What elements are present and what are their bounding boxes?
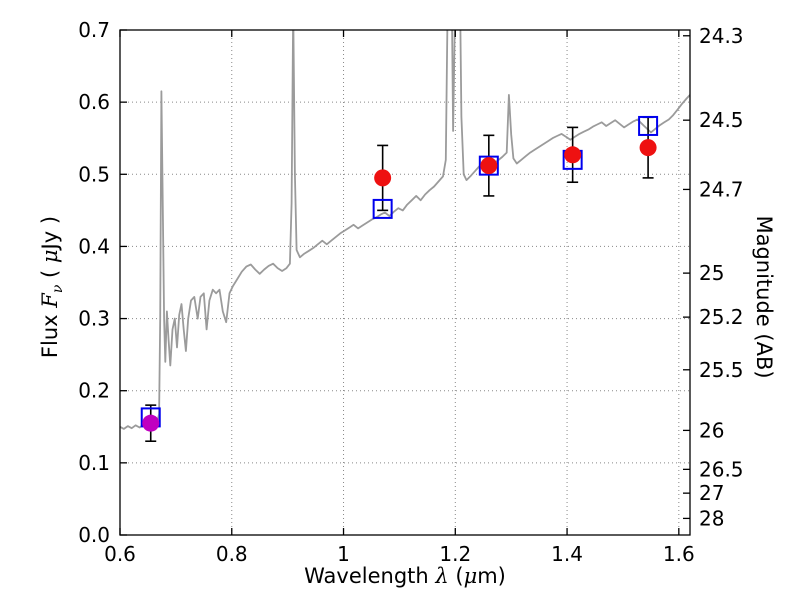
- flux-tick-label: 0.5: [78, 162, 110, 186]
- flux-tick-label: 0.4: [78, 234, 110, 258]
- y-axis-title-left: Flux Fν ( μJy ): [38, 216, 66, 358]
- flux-tick-label: 0.3: [78, 307, 110, 331]
- x-tick-label: 1.2: [439, 542, 471, 566]
- observed-photometry-marker: [564, 146, 582, 164]
- observed-photometry-marker: [374, 169, 392, 187]
- magnitude-tick-label: 24.3: [699, 24, 744, 48]
- magnitude-tick-label: 26.5: [699, 457, 744, 481]
- flux-unit-open: (: [37, 263, 62, 285]
- flux-symbol: F: [37, 293, 62, 308]
- magnitude-tick-label: 25: [699, 261, 724, 285]
- flux-tick-label: 0.0: [78, 523, 110, 547]
- x-tick-label: 0.8: [216, 542, 248, 566]
- nu-subscript: ν: [50, 284, 67, 294]
- magnitude-tick-label: 25.2: [699, 305, 744, 329]
- model-square-marker: [372, 198, 393, 219]
- x-tick-label: 1.4: [551, 542, 583, 566]
- spectrum-line: [120, 30, 690, 430]
- observed-photometry-marker: [639, 139, 657, 157]
- x-tick-label: 1: [337, 542, 350, 566]
- detection-short-wavelength-marker: [142, 414, 160, 432]
- magnitude-tick-label: 28: [699, 506, 724, 530]
- mu-symbol: μ: [463, 564, 478, 588]
- x-axis-title: Wavelength λ (μm): [304, 564, 506, 588]
- flux-tick-label: 0.6: [78, 90, 110, 114]
- model-square-marker: [478, 155, 499, 176]
- magnitude-tick-label: 26: [699, 418, 724, 442]
- flux-tick-label: 0.7: [78, 18, 110, 42]
- x-tick-label: 1.6: [663, 542, 695, 566]
- magnitude-tick-label: 27: [699, 481, 724, 505]
- x-axis-title-text: Wavelength: [304, 564, 436, 588]
- x-axis-unit-open: (: [448, 564, 464, 588]
- flux-unit-close: Jy ): [37, 215, 62, 250]
- flux-label-text: Flux: [37, 307, 62, 359]
- magnitude-tick-label: 24.5: [699, 108, 744, 132]
- y-axis-title-right: Magnitude (AB): [752, 215, 776, 379]
- magnitude-tick-label: 25.5: [699, 358, 744, 382]
- x-tick-label: 0.6: [104, 542, 136, 566]
- model-square-marker: [638, 115, 659, 136]
- lambda-symbol: λ: [435, 564, 449, 588]
- plot-frame: [119, 29, 691, 536]
- observed-photometry-marker: [480, 157, 498, 175]
- mu-symbol-flux: μ: [37, 249, 62, 264]
- magnitude-tick-label: 24.7: [699, 177, 744, 201]
- x-axis-unit-close: m): [477, 564, 506, 588]
- flux-tick-label: 0.1: [78, 451, 110, 475]
- flux-tick-label: 0.2: [78, 379, 110, 403]
